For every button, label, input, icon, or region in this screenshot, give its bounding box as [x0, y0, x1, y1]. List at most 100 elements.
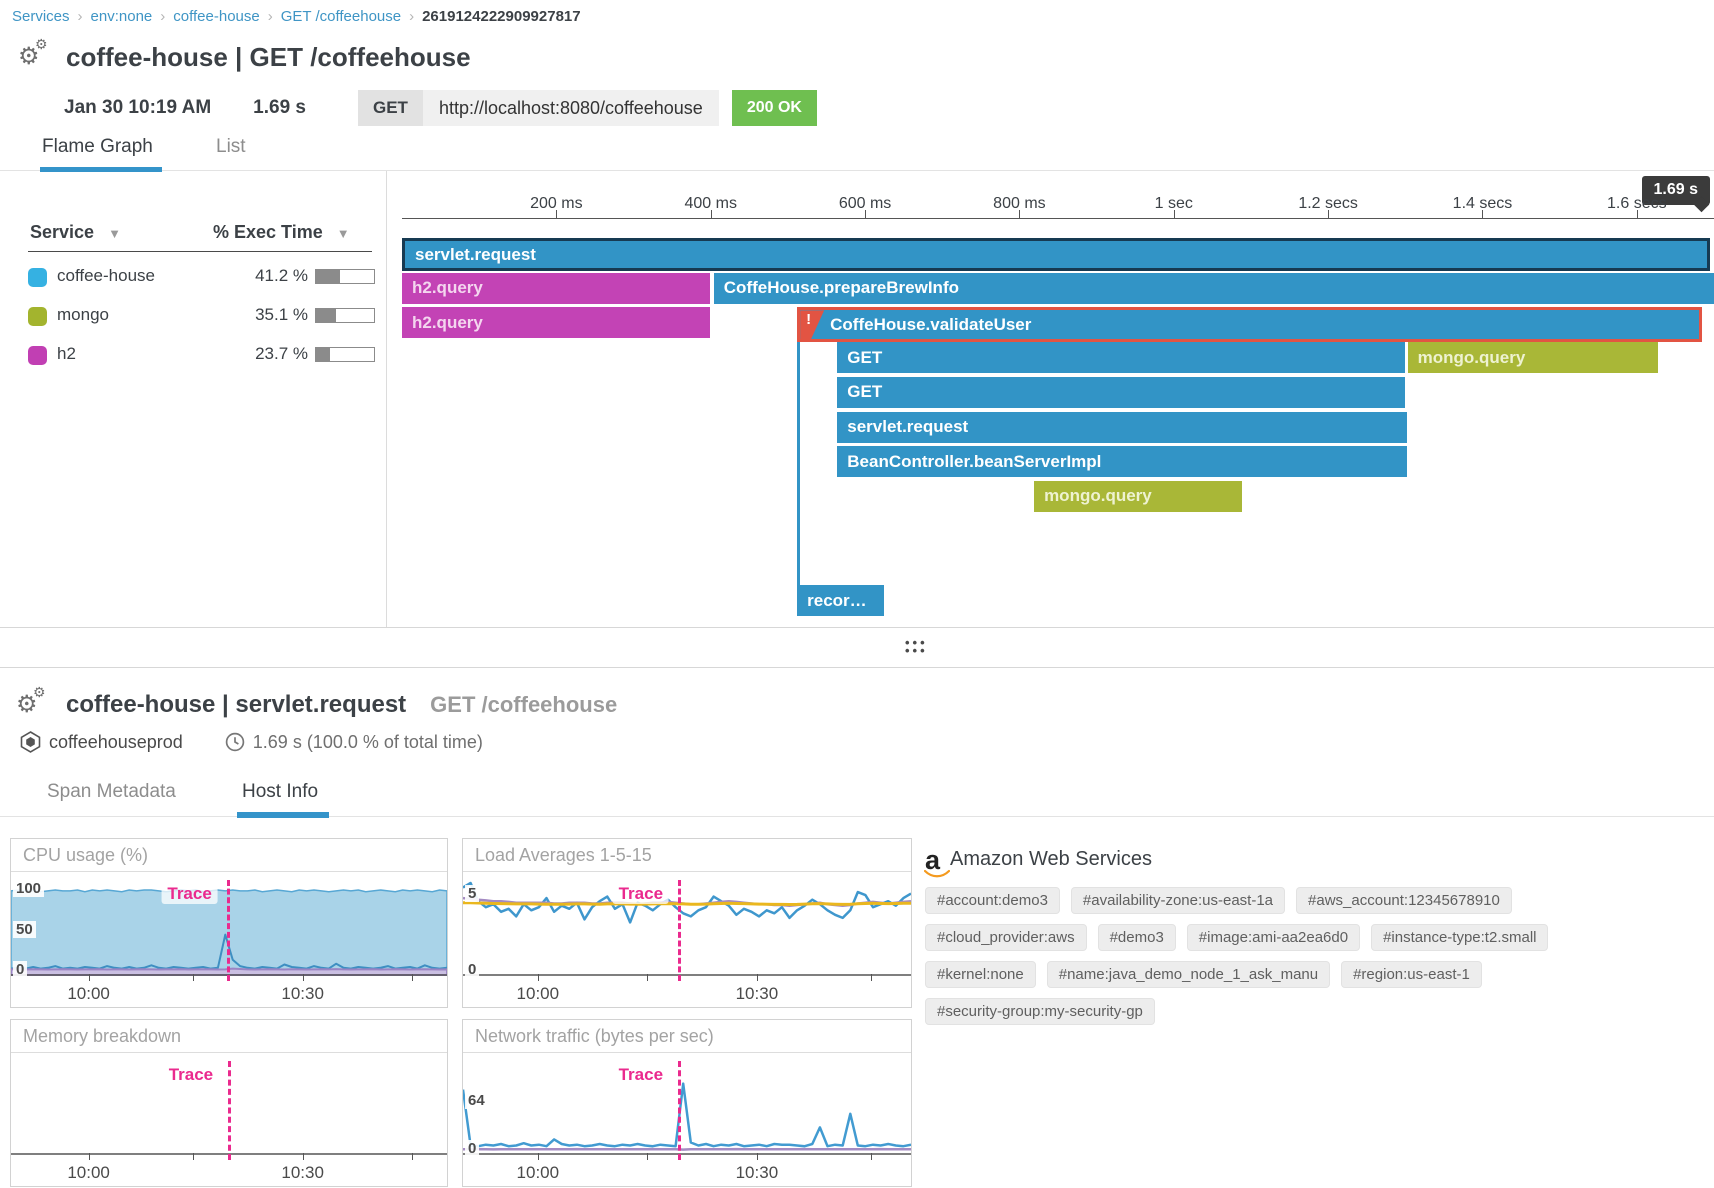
flame-span-h2-query[interactable]: h2.query: [402, 307, 710, 339]
error-flag-icon: !: [800, 310, 825, 340]
host-tag-demo3[interactable]: #demo3: [1097, 924, 1176, 951]
host-name[interactable]: coffeehouseprod: [49, 731, 183, 752]
flame-span-coffehouse-validateuser[interactable]: ! CoffeHouse.validateUser: [797, 307, 1702, 343]
exec-time-bar-fill: [316, 348, 330, 361]
flame-span-servlet-request[interactable]: servlet.request: [837, 411, 1407, 443]
span-operation: GET /coffeehouse: [430, 692, 618, 717]
axis-tick-mark: [1482, 210, 1484, 218]
chart-svg: [463, 881, 911, 976]
flame-span-h2-query[interactable]: h2.query: [402, 272, 710, 304]
flame-span-recor[interactable]: recor…: [797, 585, 885, 616]
span-subtitle-row: coffeehouseprod 1.69 s (100.0 % of total…: [20, 731, 483, 753]
time-axis-line: [402, 218, 1714, 219]
breadcrumb-link-coffee-house[interactable]: coffee-house: [173, 8, 260, 25]
request-chips: GET http://localhost:8080/coffeehouse 20…: [357, 90, 817, 126]
span-settings-gears-icon[interactable]: ⚙ ⚙: [16, 684, 58, 722]
trace-marker-line: [678, 1061, 682, 1160]
flame-span-get[interactable]: GET: [837, 376, 1406, 408]
tab-flame-graph[interactable]: Flame Graph: [42, 136, 153, 157]
trace-marker-label: Trace: [161, 884, 218, 904]
status-badge: 200 OK: [731, 90, 817, 126]
exec-time-column-sort[interactable]: % Exec Time ▼: [213, 222, 350, 242]
flame-span-servlet-request[interactable]: servlet.request: [402, 238, 1711, 271]
span-time-summary: 1.69 s (100.0 % of total time): [252, 731, 483, 752]
trace-marker-label: Trace: [162, 1065, 220, 1085]
flame-span-mongo-query[interactable]: mongo.query: [1407, 342, 1658, 374]
host-tag-name-java-demo-node-1-ask-manu[interactable]: #name:java_demo_node_1_ask_manu: [1046, 961, 1331, 988]
y-axis-label: 64: [465, 1091, 488, 1109]
trace-meta-row: Jan 30 10:19 AM 1.69 s GET http://localh…: [64, 90, 817, 126]
breadcrumb-link-services[interactable]: Services: [12, 8, 70, 25]
trace-marker-line: [226, 880, 230, 981]
host-tag-kernel-none[interactable]: #kernel:none: [925, 961, 1036, 988]
host-tag-account-demo3[interactable]: #account:demo3: [925, 887, 1060, 914]
flame-span-label: BeanController.beanServerImpl: [847, 451, 1102, 471]
service-row-mongo[interactable]: mongo 35.1 %: [28, 304, 375, 330]
chart-title: Network traffic (bytes per sec): [463, 1020, 911, 1053]
host-tag-image-ami-aa2ea6d0[interactable]: #image:ami-aa2ea6d0: [1186, 924, 1361, 951]
flame-span-label: h2.query: [412, 278, 483, 298]
active-tab-underline: [40, 167, 162, 172]
x-axis-tick: [537, 1153, 539, 1160]
panel-resize-divider[interactable]: ••• •••: [0, 628, 1714, 668]
service-column-sort[interactable]: Service ▼: [30, 222, 121, 242]
services-panel: Service ▼ % Exec Time ▼ coffee-house 41.2 %…: [0, 171, 387, 627]
axis-tick-mark: [710, 210, 712, 218]
axis-tick-mark: [556, 210, 558, 218]
x-axis-tick: [193, 974, 195, 981]
axis-tick-label: 1.6 secs: [1607, 195, 1667, 212]
flame-span-label: mongo.query: [1417, 347, 1526, 367]
host-tag-availability-zone-us-east-1a[interactable]: #availability-zone:us-east-1a: [1070, 887, 1286, 914]
host-tag-aws-account-12345678910[interactable]: #aws_account:12345678910: [1296, 887, 1512, 914]
tab-list[interactable]: List: [216, 136, 246, 157]
x-axis-labels: 10:00 10:30: [463, 974, 911, 1008]
host-tag-cloud-provider-aws[interactable]: #cloud_provider:aws: [925, 924, 1087, 951]
tag-row: #security-group:my-security-gp: [925, 998, 1685, 1025]
breadcrumb-trace-id: 2619124222909927817: [422, 8, 581, 25]
service-row-coffee-house[interactable]: coffee-house 41.2 %: [28, 265, 375, 291]
host-tag-region-us-east-1[interactable]: #region:us-east-1: [1341, 961, 1482, 988]
service-name: coffee-house: [57, 266, 155, 285]
y-axis-label: 0: [465, 961, 480, 978]
x-axis-label: 10:30: [281, 1163, 324, 1182]
flame-span-beancontroller-beanserverimpl[interactable]: BeanController.beanServerImpl: [837, 446, 1407, 478]
breadcrumb-link-get-coffeehouse[interactable]: GET /coffeehouse: [280, 8, 402, 25]
breadcrumb-separator: ›: [267, 8, 273, 25]
breadcrumb-separator: ›: [77, 8, 83, 25]
chart-title: CPU usage (%): [11, 839, 447, 872]
series-load-1min: [463, 881, 911, 924]
axis-tick-label: 1.2 secs: [1298, 195, 1358, 212]
x-axis-tick: [870, 974, 872, 981]
drag-handle-icon[interactable]: ••• •••: [905, 635, 928, 658]
exec-time-bar: [315, 308, 375, 323]
x-axis-label: 10:30: [281, 984, 324, 1003]
service-name: mongo: [57, 305, 109, 324]
x-axis-tick: [412, 1153, 414, 1160]
exec-time-bar-fill: [316, 309, 337, 322]
host-tag-instance-type-t2-small[interactable]: #instance-type:t2.small: [1371, 924, 1549, 951]
service-color-swatch: [28, 268, 47, 287]
tab-span-metadata[interactable]: Span Metadata: [47, 781, 176, 802]
settings-gears-icon[interactable]: ⚙ ⚙: [18, 36, 60, 74]
x-axis-tick: [646, 1153, 648, 1160]
service-name: h2: [57, 344, 76, 363]
flame-span-coffehouse-preparebrewinfo[interactable]: CoffeHouse.prepareBrewInfo: [713, 272, 1714, 304]
tab-host-info[interactable]: Host Info: [242, 781, 319, 802]
span-detail-header: ⚙ ⚙ coffee-house | servlet.request GET /…: [16, 684, 618, 722]
x-axis-labels: 10:00 10:30: [11, 974, 447, 1008]
flame-span-label: CoffeHouse.validateUser: [830, 314, 1032, 334]
x-axis-labels: 10:00 10:30: [463, 1153, 911, 1187]
service-color-swatch: [28, 346, 47, 365]
flame-span-label: GET: [847, 382, 883, 402]
flame-span-mongo-query[interactable]: mongo.query: [1034, 480, 1242, 512]
service-color-swatch: [28, 307, 47, 326]
flame-span-get[interactable]: GET: [837, 342, 1406, 374]
y-axis-label: 0: [465, 1140, 480, 1157]
service-row-h2[interactable]: h2 23.7 %: [28, 343, 375, 369]
flame-graph-panel[interactable]: 1.69 s 200 ms 400 ms 600 ms 800 ms 1 sec 1.2 …: [388, 171, 1714, 627]
host-tag-security-group-my-security-gp[interactable]: #security-group:my-security-gp: [925, 998, 1155, 1025]
breadcrumb-link-env-none[interactable]: env:none: [90, 8, 153, 25]
span-connector-line: [797, 338, 801, 585]
sort-caret-icon: ▼: [108, 226, 121, 241]
flame-span-label: mongo.query: [1044, 486, 1152, 506]
